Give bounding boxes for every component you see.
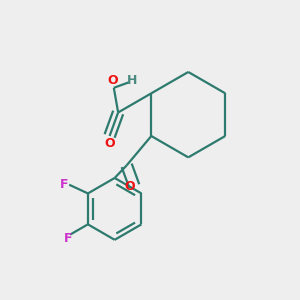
Text: F: F [63, 232, 72, 245]
Text: O: O [104, 137, 115, 150]
Text: O: O [108, 74, 118, 87]
Text: F: F [60, 178, 68, 191]
Text: O: O [124, 180, 135, 193]
Text: H: H [127, 74, 137, 87]
